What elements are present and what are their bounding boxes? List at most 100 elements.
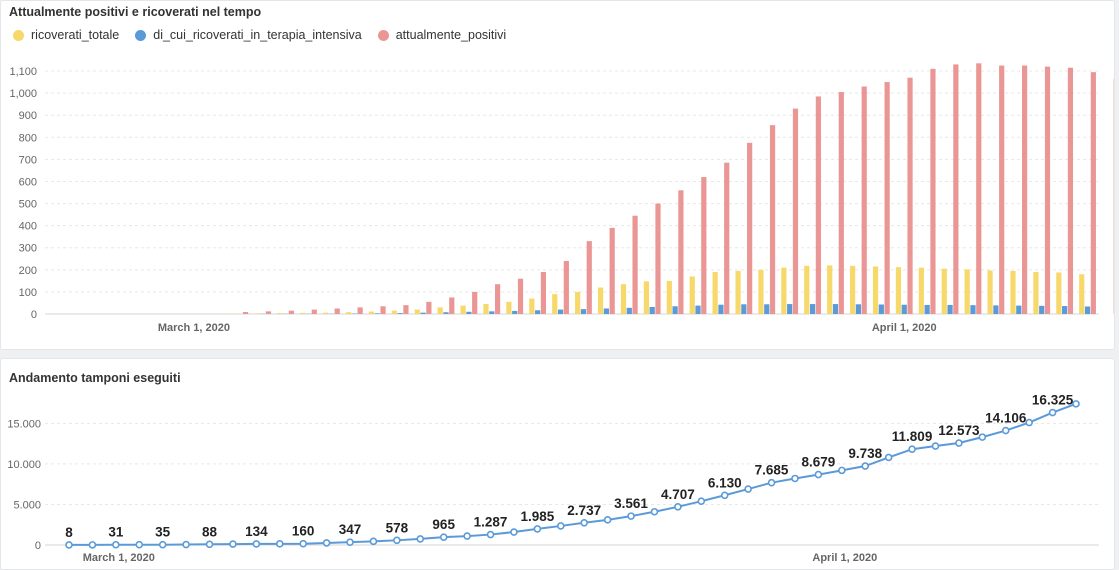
bar-positivi [816,96,821,314]
data-point [66,542,72,548]
bar-ricoverati [965,269,970,314]
y-tick-label: 500 [19,199,37,211]
data-point [769,480,775,486]
bar-ricoverati [254,313,259,314]
y-tick-label: 5.000 [13,499,41,511]
bar-positivi [312,310,317,314]
bar-ricoverati [300,313,305,314]
bar-positivi [587,241,592,314]
bar-positivi [724,163,729,314]
y-tick-label: 800 [19,132,37,144]
bar-positivi [930,69,935,314]
bar-ricoverati [438,307,443,314]
data-label: 160 [292,524,315,539]
bar-ricoverati [735,271,740,314]
bar-terapia [673,306,678,314]
y-tick-label: 400 [19,221,37,233]
bar-ricoverati [919,268,924,314]
data-point [113,542,119,548]
bar-positivi [403,305,408,314]
data-label: 578 [386,520,409,535]
bar-terapia [581,309,586,314]
bar-terapia [650,307,655,314]
bar-terapia [443,312,448,314]
data-label: 88 [202,524,218,539]
y-tick-label: 200 [19,265,37,277]
bar-ricoverati [483,304,488,314]
bar-positivi [243,312,248,314]
data-label: 3.561 [614,496,648,511]
bar-ricoverati [621,284,626,314]
bar-ricoverati [392,311,397,314]
bar-terapia [1039,306,1044,314]
data-point [347,539,353,545]
bar-ricoverati [690,276,695,314]
data-point [417,536,423,542]
bar-positivi [495,284,500,314]
data-point [370,538,376,544]
data-point [324,540,330,546]
data-point [932,443,938,449]
y-tick-label: 100 [19,287,37,299]
bar-positivi [449,297,454,314]
data-label: 12.573 [938,423,980,438]
data-point [862,463,868,469]
bar-positivi [335,308,340,314]
bar-positivi [953,64,958,314]
y-tick-label: 15.000 [7,418,41,430]
data-point [792,475,798,481]
data-point [909,446,915,452]
data-point [441,534,447,540]
bar-ricoverati [758,270,763,314]
data-point [160,542,166,548]
data-label: 14.106 [985,411,1027,426]
data-point [675,504,681,510]
data-label: 11.809 [892,429,933,444]
bar-positivi [885,82,890,314]
bar-positivi [1022,66,1027,314]
bar-terapia [833,304,838,314]
bar-terapia [558,310,563,314]
bar-terapia [512,311,517,314]
x-tick-label: April 1, 2020 [812,552,877,564]
data-point [886,454,892,460]
bar-terapia [879,305,884,314]
data-label: 16.325 [1032,393,1074,408]
bar-positivi [632,216,637,314]
bar-ricoverati [529,299,534,314]
data-point [745,486,751,492]
data-point [183,542,189,548]
data-label: 1.985 [520,509,554,524]
bar-positivi [472,292,477,314]
data-label: 8.679 [801,455,835,470]
bar-terapia [810,304,815,314]
data-point [815,472,821,478]
bar-positivi [266,311,271,314]
data-label: 134 [245,524,268,539]
bar-terapia [925,305,930,314]
bar-positivi [839,92,844,314]
bar-ricoverati [804,266,809,314]
bar-ricoverati [850,266,855,314]
bar-ricoverati [415,310,420,314]
data-point [956,440,962,446]
data-point [89,542,95,548]
data-label: 31 [108,525,124,540]
data-label: 1.287 [474,515,508,530]
bar-positivi [1068,68,1073,314]
data-label: 9.738 [848,446,882,461]
bar-terapia [1085,306,1090,314]
bar-positivi [747,143,752,314]
data-point [979,434,985,440]
bar-ricoverati [598,287,603,314]
y-tick-label: 1,000 [9,88,37,100]
bar-terapia [695,306,700,314]
bar-ricoverati [896,267,901,314]
data-point [628,513,634,519]
y-tick-label: 900 [19,110,37,122]
bar-chart[interactable]: 01002003004005006007008009001,0001,100Ma… [1,1,1114,349]
bar-positivi [655,204,660,314]
data-point [839,467,845,473]
